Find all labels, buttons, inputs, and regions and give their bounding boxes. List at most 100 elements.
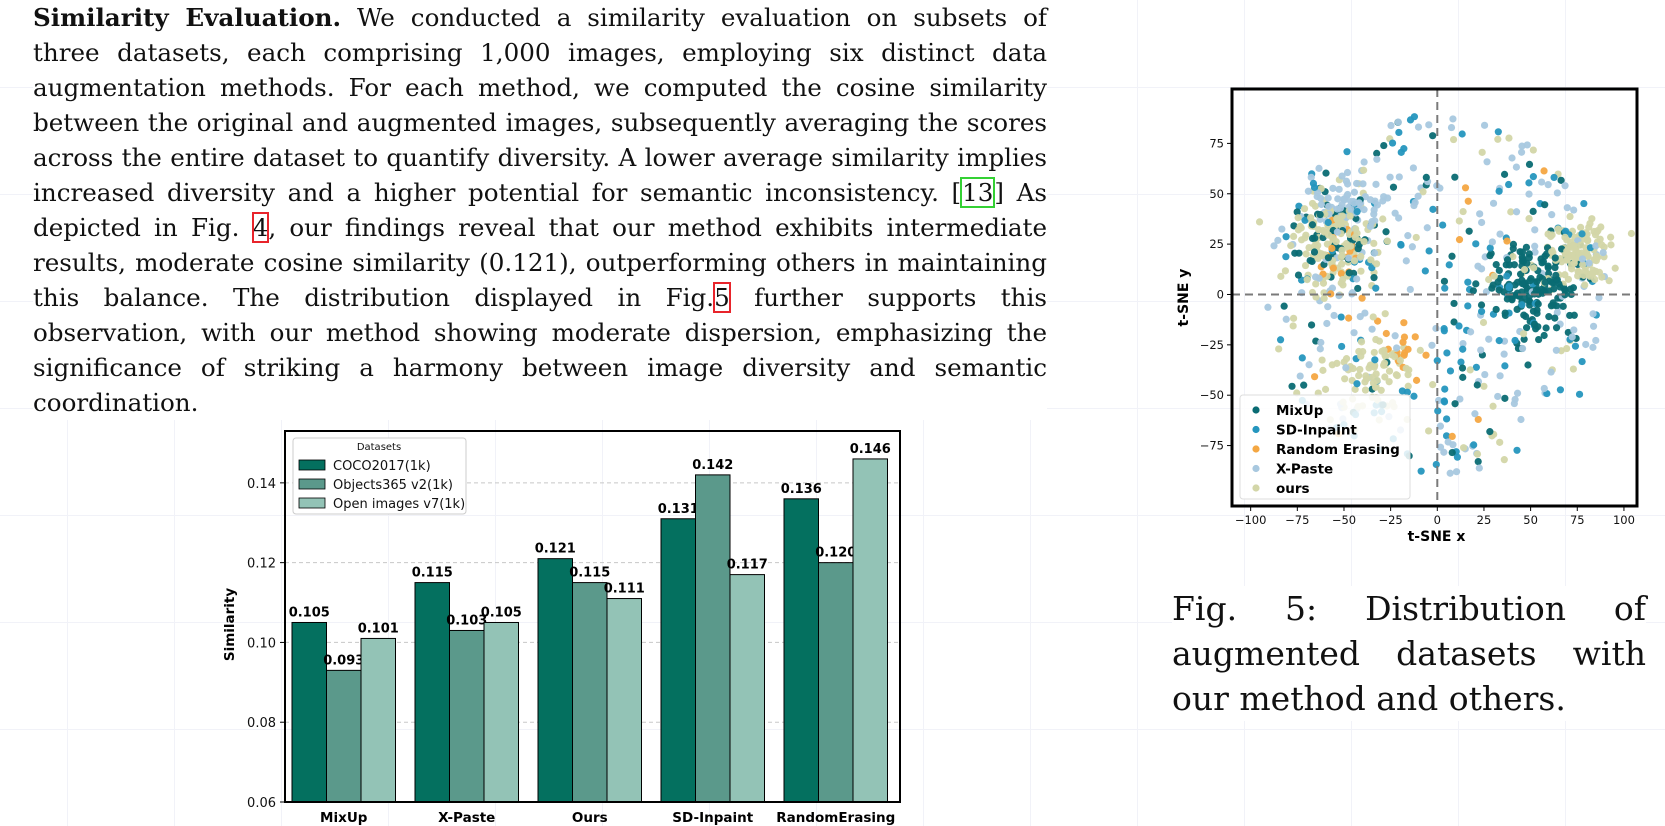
scatter-point — [1361, 386, 1370, 394]
scatter-point — [1474, 415, 1482, 424]
scatter-point — [1429, 205, 1437, 213]
scatter-point — [1508, 154, 1516, 162]
scatter-point — [1510, 261, 1518, 269]
scatter-point — [1315, 226, 1323, 234]
scatter-point — [1590, 227, 1598, 236]
scatter-point — [1451, 400, 1459, 408]
scatter-point — [1301, 261, 1310, 270]
scatter-point — [1489, 199, 1498, 207]
scatter-point — [1570, 241, 1578, 250]
scatter-point — [1289, 322, 1297, 330]
scatter-point — [1404, 371, 1412, 379]
scatter-point — [1317, 200, 1326, 209]
scatter-point — [1607, 241, 1615, 249]
scatter-point — [1494, 128, 1502, 136]
scatter-point — [1410, 392, 1418, 400]
scatter-point — [1534, 323, 1542, 331]
figure-ref-link-2[interactable]: 5 — [713, 282, 731, 313]
scatter-point — [1335, 292, 1343, 300]
scatter-point — [1451, 173, 1459, 181]
scatter-point — [1475, 464, 1483, 472]
scatter-point — [1422, 351, 1430, 359]
scatter-point — [1317, 194, 1325, 202]
scatter-point — [1324, 194, 1332, 202]
y-tick-label: 50 — [1209, 187, 1224, 201]
y-tick-label: 0.14 — [247, 477, 276, 492]
scatter-point — [1503, 237, 1511, 245]
paragraph-text-2: ] As depicted in Fig. — [33, 178, 1047, 242]
scatter-point — [1592, 242, 1600, 250]
scatter-point — [1458, 364, 1467, 372]
scatter-point — [1599, 248, 1607, 257]
y-tick-label: −25 — [1200, 338, 1224, 352]
scatter-point — [1356, 312, 1364, 321]
scatter-point — [1404, 382, 1412, 390]
scatter-point — [1366, 222, 1374, 231]
bar — [449, 629, 485, 803]
scatter-point — [1315, 164, 1323, 172]
x-tick-label: −100 — [1235, 513, 1267, 527]
scatter-point — [1441, 385, 1449, 393]
scatter-point — [1488, 238, 1496, 246]
scatter-point — [1316, 345, 1324, 353]
scatter-point — [1518, 344, 1527, 353]
scatter-point — [1414, 192, 1422, 200]
scatter-point — [1607, 233, 1615, 241]
x-axis-label: t-SNE x — [1408, 529, 1466, 545]
scatter-point — [1343, 180, 1352, 188]
scatter-point — [1448, 448, 1456, 457]
scatter-point — [1295, 249, 1303, 257]
scatter-point — [1542, 324, 1550, 332]
scatter-point — [1350, 188, 1359, 196]
scatter-point — [1358, 294, 1366, 302]
scatter-point — [1302, 250, 1310, 258]
scatter-point — [1592, 256, 1600, 265]
scatter-point — [1294, 214, 1302, 222]
scatter-point — [1563, 344, 1571, 353]
scatter-point — [1443, 415, 1451, 423]
scatter-point — [1289, 314, 1298, 322]
scatter-point — [1380, 141, 1388, 150]
scatter-point — [1472, 280, 1480, 288]
scatter-point — [1531, 226, 1539, 234]
scatter-point — [1434, 407, 1442, 415]
scatter-point — [1480, 121, 1489, 129]
scatter-point — [1442, 432, 1451, 440]
bar — [414, 582, 450, 803]
scatter-point — [1400, 319, 1408, 327]
scatter-point — [1321, 385, 1330, 393]
scatter-point — [1489, 281, 1497, 289]
scatter-point — [1518, 301, 1526, 309]
citation-link[interactable]: 13 — [960, 177, 996, 208]
scatter-point — [1353, 179, 1361, 188]
scatter-point — [1503, 295, 1511, 303]
scatter-point — [1353, 275, 1361, 283]
scatter-point — [1294, 271, 1303, 279]
legend-title: Datasets — [357, 442, 401, 453]
scatter-point — [1552, 324, 1561, 332]
scatter-point — [1551, 263, 1559, 272]
scatter-point — [1477, 346, 1485, 354]
plot-frame — [1230, 87, 1639, 508]
scatter-point — [1342, 355, 1351, 363]
scatter-point — [1293, 208, 1301, 216]
scatter-point — [1518, 142, 1526, 150]
x-tick-label: 100 — [1613, 513, 1635, 527]
scatter-point — [1322, 169, 1330, 177]
scatter-point — [1276, 336, 1285, 344]
scatter-point — [1394, 118, 1402, 126]
scatter-point — [1512, 163, 1521, 171]
figure-ref-link-1[interactable]: 4 — [251, 212, 270, 243]
scatter-point — [1362, 375, 1371, 383]
x-tick-label: 25 — [1477, 513, 1492, 527]
scatter-point — [1470, 441, 1478, 449]
scatter-point — [1589, 269, 1597, 277]
scatter-point — [1561, 271, 1569, 279]
scatter-point — [1459, 373, 1467, 381]
scatter-point — [1474, 262, 1482, 270]
scatter-point — [1393, 371, 1401, 380]
legend-marker — [1252, 445, 1260, 453]
scatter-point — [1425, 121, 1433, 129]
scatter-point — [1275, 345, 1283, 353]
scatter-point — [1485, 335, 1493, 343]
